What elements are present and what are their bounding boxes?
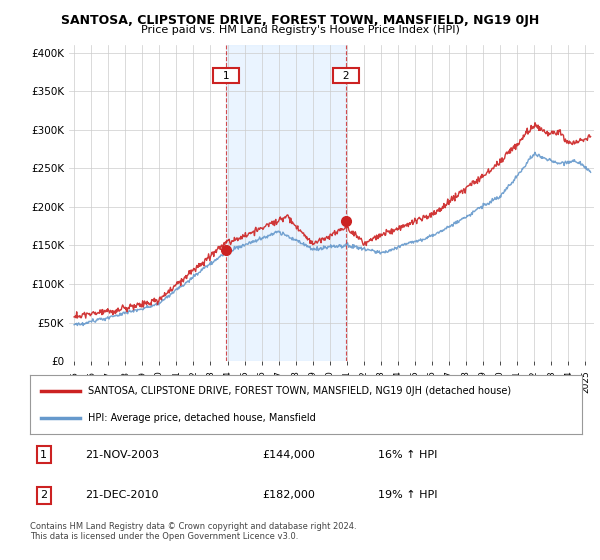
Text: £182,000: £182,000	[262, 490, 315, 500]
Text: 2: 2	[336, 71, 356, 81]
Text: 1: 1	[215, 71, 236, 81]
Text: 16% ↑ HPI: 16% ↑ HPI	[378, 450, 437, 460]
Text: Contains HM Land Registry data © Crown copyright and database right 2024.
This d: Contains HM Land Registry data © Crown c…	[30, 522, 356, 542]
Text: HPI: Average price, detached house, Mansfield: HPI: Average price, detached house, Mans…	[88, 413, 316, 423]
Text: Price paid vs. HM Land Registry's House Price Index (HPI): Price paid vs. HM Land Registry's House …	[140, 25, 460, 35]
Text: £144,000: £144,000	[262, 450, 315, 460]
Text: 21-NOV-2003: 21-NOV-2003	[85, 450, 160, 460]
Bar	[226, 45, 346, 361]
Text: 19% ↑ HPI: 19% ↑ HPI	[378, 490, 437, 500]
Text: 21-DEC-2010: 21-DEC-2010	[85, 490, 158, 500]
Text: 2: 2	[40, 490, 47, 500]
Text: SANTOSA, CLIPSTONE DRIVE, FOREST TOWN, MANSFIELD, NG19 0JH: SANTOSA, CLIPSTONE DRIVE, FOREST TOWN, M…	[61, 14, 539, 27]
Text: SANTOSA, CLIPSTONE DRIVE, FOREST TOWN, MANSFIELD, NG19 0JH (detached house): SANTOSA, CLIPSTONE DRIVE, FOREST TOWN, M…	[88, 386, 511, 396]
Text: 1: 1	[40, 450, 47, 460]
